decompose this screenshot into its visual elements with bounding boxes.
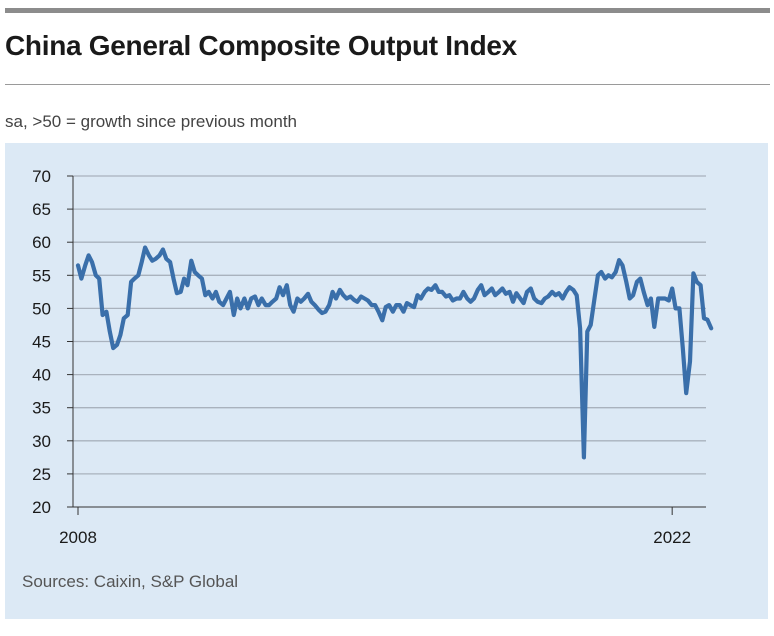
y-tick-label-55: 55 [32,266,51,285]
axes [67,175,706,515]
gridlines [73,175,706,475]
y-tick-label-70: 70 [32,167,51,186]
chart-subtitle: sa, >50 = growth since previous month [5,112,297,131]
series-lines [75,245,714,460]
y-tick-label-65: 65 [32,200,51,219]
y-tick-label-30: 30 [32,432,51,451]
y-tick-label-45: 45 [32,333,51,352]
source-note: Sources: Caixin, S&P Global [22,572,239,591]
series-line-0 [75,245,714,460]
y-tick-label-25: 25 [32,465,51,484]
x-tick-labels: 2008 2022 [59,528,691,547]
y-tick-label-50: 50 [32,299,51,318]
x-tick-label-2008: 2008 [59,528,97,547]
top-rule [5,8,770,13]
y-tick-label-60: 60 [32,233,51,252]
chart-panel [5,143,768,619]
y-tick-label-35: 35 [32,399,51,418]
chart-title: China General Composite Output Index [5,30,517,61]
title-divider [5,84,770,85]
x-tick-label-2022: 2022 [653,528,691,547]
y-tick-labels: 20 25 30 35 40 45 50 55 60 65 70 [32,167,51,517]
y-tick-label-20: 20 [32,498,51,517]
y-tick-label-40: 40 [32,366,51,385]
